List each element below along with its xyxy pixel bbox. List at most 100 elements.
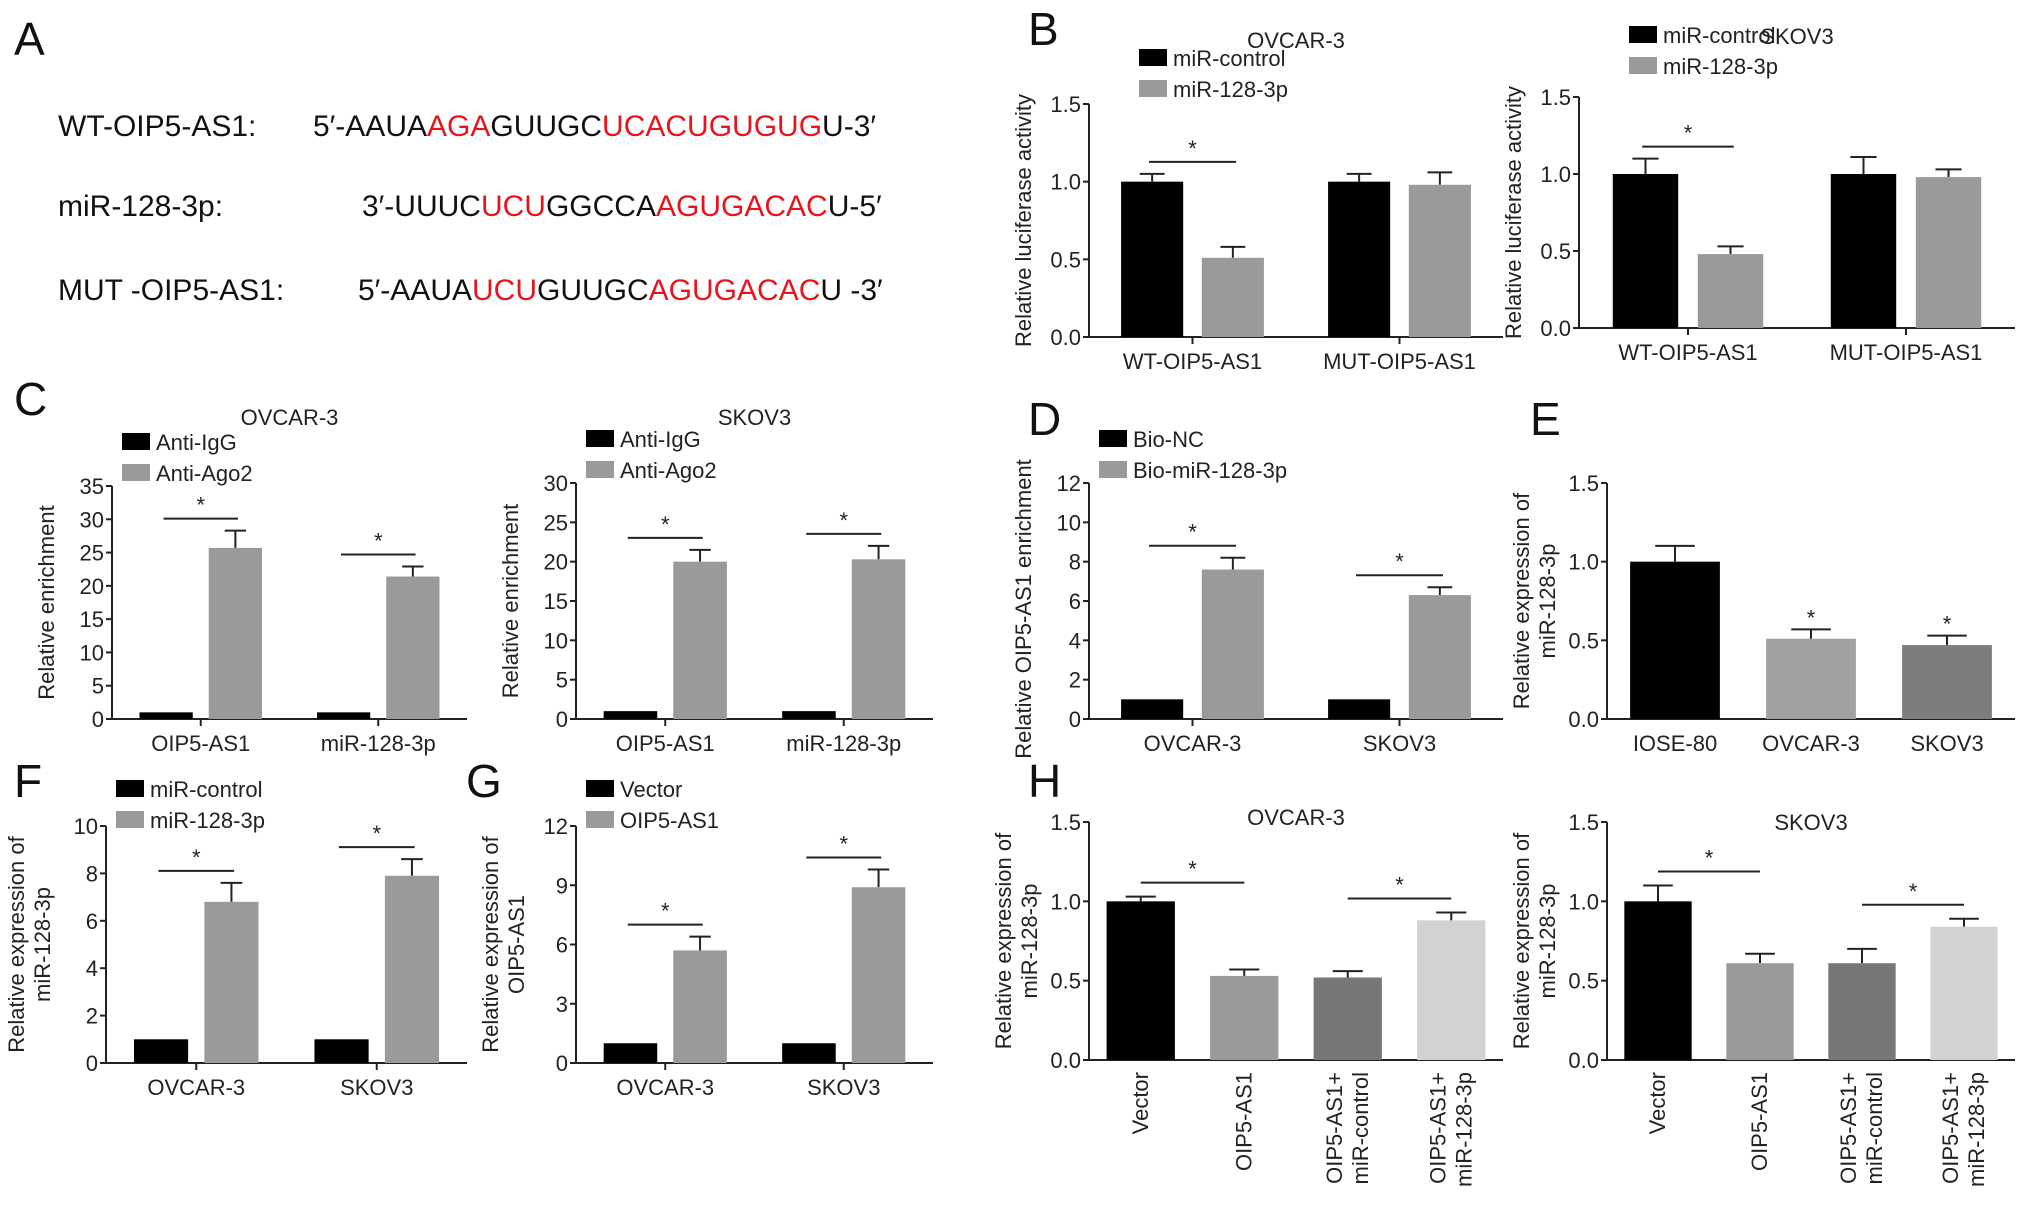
bar-mir-128-3p xyxy=(384,875,440,1063)
y-tick-label: 8 xyxy=(1069,550,1081,575)
bar xyxy=(1630,561,1720,719)
bar-oip5-as1 xyxy=(673,950,727,1063)
bar-anti-igg xyxy=(317,712,371,719)
y-tick-label: 4 xyxy=(86,956,98,981)
legend-label: miR-control xyxy=(1173,46,1285,71)
x-tick-label: miR-control xyxy=(1862,1072,1887,1184)
legend-label: miR-control xyxy=(1663,23,1775,48)
panel-label-h: H xyxy=(1028,755,1062,807)
legend-swatch xyxy=(586,811,614,828)
bar-vector xyxy=(603,1043,658,1063)
significance-star: * xyxy=(1807,605,1816,630)
significance-star: * xyxy=(1188,136,1197,161)
x-tick-label: SKOV3 xyxy=(1363,731,1436,756)
y-tick-label: 20 xyxy=(544,550,568,575)
y-tick-label: 0.0 xyxy=(1050,325,1081,350)
bar-mir-128-3p xyxy=(1697,254,1764,328)
x-tick-label: MUT-OIP5-AS1 xyxy=(1830,340,1983,365)
y-tick-label: 0.5 xyxy=(1050,247,1081,272)
y-tick-label: 1.0 xyxy=(1050,889,1081,914)
bar-vector xyxy=(782,1043,836,1063)
legend-swatch xyxy=(116,811,144,828)
significance-star: * xyxy=(192,845,201,870)
legend-label: miR-control xyxy=(150,777,262,802)
panel-label-d: D xyxy=(1028,393,1062,445)
significance-star: * xyxy=(1395,872,1404,897)
x-tick-label: miR-control xyxy=(1348,1072,1373,1184)
legend-label: OIP5-AS1 xyxy=(620,808,719,833)
bar-mir-control xyxy=(1830,174,1897,328)
bases: U -3′ xyxy=(820,274,883,307)
legend-label: Anti-IgG xyxy=(620,427,701,452)
x-tick-label: SKOV3 xyxy=(1910,731,1983,756)
bar-anti-igg xyxy=(782,711,836,719)
bar-bio-nc xyxy=(1328,699,1391,719)
bases: 5′-AAUA xyxy=(313,110,427,143)
x-tick-label: IOSE-80 xyxy=(1633,731,1717,756)
x-tick-label: MUT-OIP5-AS1 xyxy=(1323,349,1476,374)
y-axis-label: Relative OIP5-AS1 enrichment xyxy=(1011,459,1036,759)
significance-star: * xyxy=(1705,845,1714,870)
legend-label: Anti-Ago2 xyxy=(620,458,717,483)
bar-mir-128-3p xyxy=(204,901,259,1063)
x-tick-label: OIP5-AS1 xyxy=(151,731,250,756)
chart-title: OVCAR-3 xyxy=(241,405,339,430)
significance-star: * xyxy=(1909,879,1918,904)
highlighted-bases: UCACUGUGUG xyxy=(602,110,823,143)
bar-bio-nc xyxy=(1121,699,1184,719)
y-tick-label: 4 xyxy=(1069,628,1081,653)
y-axis-label: Relative luciferase activity xyxy=(1501,86,1526,339)
bar-anti-ago2 xyxy=(208,547,262,719)
legend-swatch xyxy=(122,433,150,450)
bar-mir-control xyxy=(314,1039,369,1063)
legend-label: miR-128-3p xyxy=(150,808,265,833)
x-tick-label: Vector xyxy=(1645,1072,1670,1134)
y-tick-label: 0.5 xyxy=(1568,969,1599,994)
y-tick-label: 25 xyxy=(544,510,568,535)
y-axis-label: Relative enrichment xyxy=(34,505,59,699)
y-tick-label: 0.0 xyxy=(1050,1048,1081,1073)
legend-swatch xyxy=(1139,80,1167,97)
y-tick-label: 1.0 xyxy=(1050,170,1081,195)
x-tick-label: OVCAR-3 xyxy=(616,1075,714,1100)
bar xyxy=(1417,920,1486,1060)
bar-oip5-as1 xyxy=(851,887,906,1063)
y-tick-label: 0.5 xyxy=(1568,628,1599,653)
y-tick-label: 1.0 xyxy=(1568,889,1599,914)
y-axis-label: miR-128-3p xyxy=(1535,884,1560,999)
bar-mir-control xyxy=(1612,174,1679,328)
legend-swatch xyxy=(116,780,144,797)
chart-title: SKOV3 xyxy=(1774,810,1847,835)
legend-swatch xyxy=(1099,461,1127,478)
y-tick-label: 20 xyxy=(80,574,104,599)
chart-title: OVCAR-3 xyxy=(1247,28,1345,53)
sequence: 3′-UUUCUCUGGCCAAGUGACACU-5′ xyxy=(362,190,882,224)
bar-mir-control xyxy=(1328,181,1391,337)
y-axis-label: Relative expression of xyxy=(1509,832,1534,1049)
bar xyxy=(1828,963,1896,1060)
x-tick-label: miR-128-3p xyxy=(321,731,436,756)
sequence: 5′-AAUAUCUGUUGCAGUGACACU -3′ xyxy=(358,274,883,308)
x-tick-label: OIP5-AS1+ xyxy=(1322,1072,1347,1184)
x-tick-label: OVCAR-3 xyxy=(147,1075,245,1100)
legend-label: Anti-Ago2 xyxy=(156,461,253,486)
significance-star: * xyxy=(196,493,205,518)
highlighted-bases: AGUGACAC xyxy=(655,190,828,223)
y-tick-label: 1.5 xyxy=(1540,85,1571,110)
y-axis-label: miR-128-3p xyxy=(30,887,55,1002)
highlighted-bases: UCU xyxy=(480,190,546,223)
y-tick-label: 10 xyxy=(80,640,104,665)
x-tick-label: OIP5-AS1+ xyxy=(1425,1072,1450,1184)
y-tick-label: 12 xyxy=(1057,471,1081,496)
bar xyxy=(1930,926,1998,1060)
legend-swatch xyxy=(122,464,150,481)
y-axis-label: Relative expression of xyxy=(4,835,29,1052)
y-tick-label: 0 xyxy=(1069,707,1081,732)
panel-label-e: E xyxy=(1530,393,1561,445)
bar xyxy=(1106,901,1175,1060)
significance-star: * xyxy=(661,899,670,924)
y-tick-label: 6 xyxy=(556,933,568,958)
y-tick-label: 9 xyxy=(556,873,568,898)
bar-mir-control xyxy=(133,1039,189,1063)
